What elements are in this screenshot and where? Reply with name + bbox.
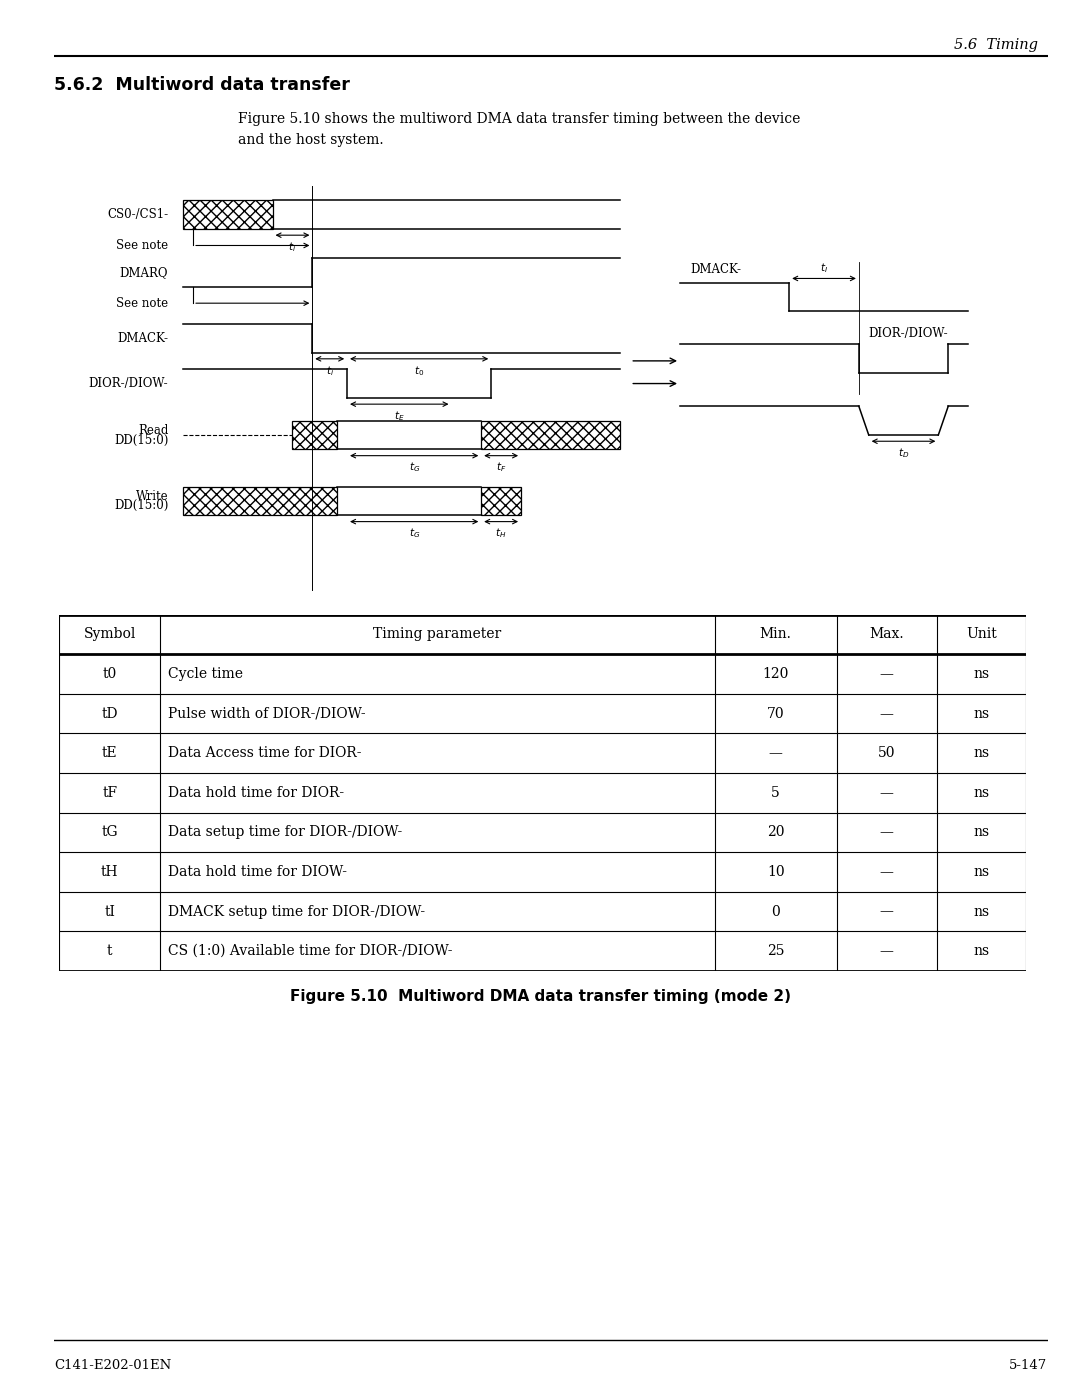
Text: $t_D$: $t_D$ — [897, 446, 909, 460]
Text: CS (1:0) Available time for DIOR-/DIOW-: CS (1:0) Available time for DIOR-/DIOW- — [167, 944, 453, 958]
Text: ns: ns — [973, 826, 989, 840]
Text: Read: Read — [138, 425, 168, 437]
Text: Figure 5.10  Multiword DMA data transfer timing (mode 2): Figure 5.10 Multiword DMA data transfer … — [289, 989, 791, 1004]
Text: 25: 25 — [767, 944, 784, 958]
Text: 5-147: 5-147 — [1010, 1359, 1048, 1372]
Text: tG: tG — [102, 826, 118, 840]
Bar — [482, 420, 620, 450]
Text: tH: tH — [100, 865, 119, 879]
Text: $t_i$: $t_i$ — [288, 240, 297, 254]
Text: t: t — [107, 944, 112, 958]
Text: Max.: Max. — [869, 627, 904, 641]
Text: Min.: Min. — [759, 627, 792, 641]
Text: 5.6.2  Multiword data transfer: 5.6.2 Multiword data transfer — [54, 75, 350, 94]
Text: 70: 70 — [767, 707, 784, 721]
Text: 5: 5 — [771, 785, 780, 800]
Text: DMACK-: DMACK- — [118, 331, 168, 345]
Bar — [184, 200, 272, 229]
Text: Pulse width of DIOR-/DIOW-: Pulse width of DIOR-/DIOW- — [167, 707, 365, 721]
Text: 10: 10 — [767, 865, 784, 879]
Text: DMACK-: DMACK- — [690, 264, 741, 277]
Text: —: — — [880, 785, 894, 800]
Text: $t_F$: $t_F$ — [496, 461, 507, 475]
Text: 50: 50 — [878, 746, 895, 760]
Text: —: — — [880, 707, 894, 721]
Text: ns: ns — [973, 746, 989, 760]
Text: Data setup time for DIOR-/DIOW-: Data setup time for DIOR-/DIOW- — [167, 826, 402, 840]
Text: $t_E$: $t_E$ — [394, 409, 405, 423]
Text: Data hold time for DIOR-: Data hold time for DIOR- — [167, 785, 343, 800]
Text: tD: tD — [102, 707, 118, 721]
Text: DD(15:0): DD(15:0) — [113, 433, 168, 447]
Text: Cycle time: Cycle time — [167, 666, 243, 682]
Text: 20: 20 — [767, 826, 784, 840]
Text: ns: ns — [973, 707, 989, 721]
Text: $t_H$: $t_H$ — [496, 527, 507, 541]
Bar — [184, 486, 337, 515]
Text: DIOR-/DIOW-: DIOR-/DIOW- — [89, 377, 168, 390]
Text: See note: See note — [117, 296, 168, 310]
Text: DIOR-/DIOW-: DIOR-/DIOW- — [868, 327, 948, 341]
Text: ns: ns — [973, 865, 989, 879]
Text: Symbol: Symbol — [83, 627, 136, 641]
Text: 0: 0 — [771, 904, 780, 919]
Text: $t_i$: $t_i$ — [326, 363, 334, 377]
Text: —: — — [880, 865, 894, 879]
Text: $t_G$: $t_G$ — [408, 527, 420, 541]
Text: See note: See note — [117, 239, 168, 251]
Text: 120: 120 — [762, 666, 788, 682]
Text: ns: ns — [973, 666, 989, 682]
Text: DMARQ: DMARQ — [120, 265, 168, 279]
Text: DD(15:0): DD(15:0) — [113, 500, 168, 513]
Text: ns: ns — [973, 944, 989, 958]
Text: tF: tF — [103, 785, 118, 800]
Text: ns: ns — [973, 904, 989, 919]
Text: Write: Write — [136, 490, 168, 503]
Bar — [293, 420, 337, 450]
Text: Data Access time for DIOR-: Data Access time for DIOR- — [167, 746, 361, 760]
Text: 5.6  Timing: 5.6 Timing — [954, 38, 1038, 52]
Text: $t_I$: $t_I$ — [820, 261, 828, 275]
Text: —: — — [769, 746, 783, 760]
Text: —: — — [880, 666, 894, 682]
Text: —: — — [880, 826, 894, 840]
Text: t0: t0 — [103, 666, 117, 682]
Text: —: — — [880, 904, 894, 919]
Text: Figure 5.10 shows the multiword DMA data transfer timing between the device
and : Figure 5.10 shows the multiword DMA data… — [238, 112, 800, 148]
Text: Unit: Unit — [967, 627, 997, 641]
Text: tI: tI — [105, 904, 116, 919]
Text: C141-E202-01EN: C141-E202-01EN — [54, 1359, 172, 1372]
Text: Data hold time for DIOW-: Data hold time for DIOW- — [167, 865, 347, 879]
Text: tE: tE — [102, 746, 118, 760]
Text: $t_G$: $t_G$ — [408, 461, 420, 475]
Text: DMACK setup time for DIOR-/DIOW-: DMACK setup time for DIOR-/DIOW- — [167, 904, 424, 919]
Text: —: — — [880, 944, 894, 958]
Text: Timing parameter: Timing parameter — [374, 627, 501, 641]
Text: ns: ns — [973, 785, 989, 800]
Text: $t_0$: $t_0$ — [414, 363, 424, 377]
Bar — [482, 486, 521, 515]
Text: CS0-/CS1-: CS0-/CS1- — [107, 208, 168, 221]
